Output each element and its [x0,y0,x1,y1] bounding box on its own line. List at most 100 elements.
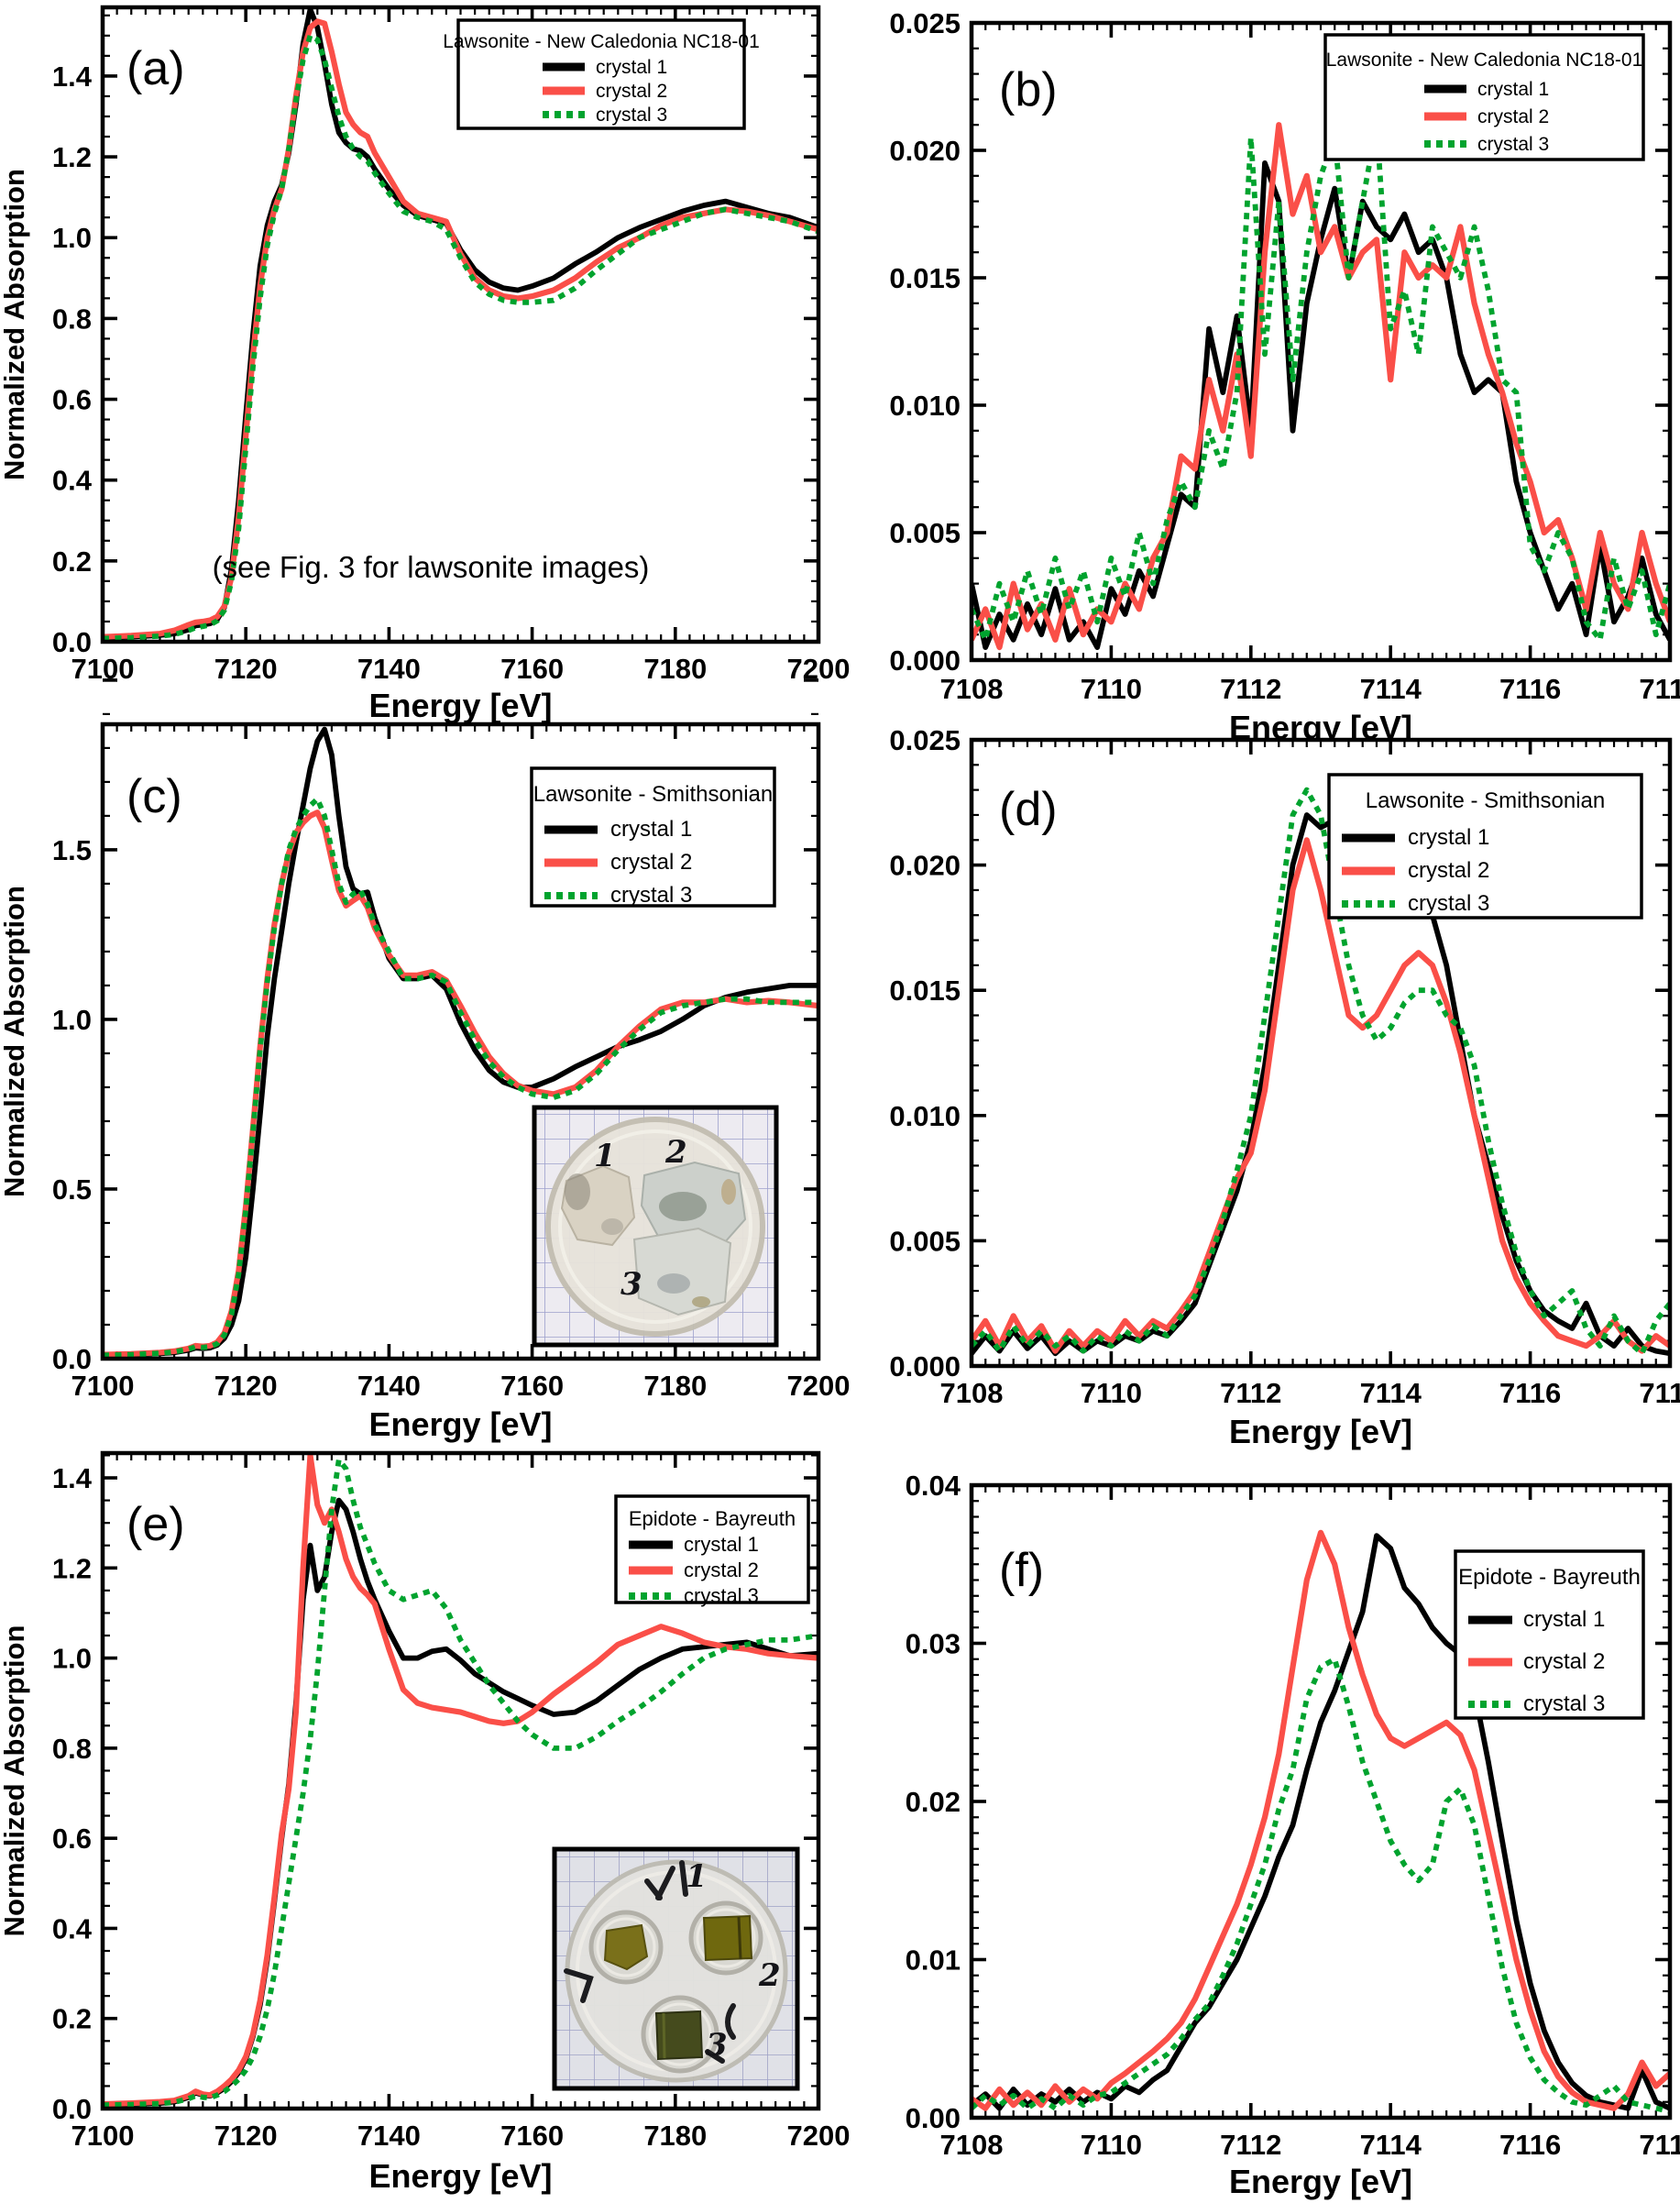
legend-label-crystal-2: crystal 2 [1477,106,1549,127]
svg-text:0.8: 0.8 [52,1733,92,1765]
svg-text:7180: 7180 [643,1370,707,1402]
y-tick-labels-b: 0.000 0.005 0.010 0.015 0.020 0.025 [889,7,961,677]
svg-text:1.4: 1.4 [52,61,93,93]
svg-text:0.020: 0.020 [889,135,961,167]
inset-crystal-label: 1 [686,1858,708,1895]
svg-text:7110: 7110 [1081,2129,1142,2161]
x-axis-title-f: Energy [eV] [1229,2163,1412,2200]
series-b-crystal-3 [972,122,1670,643]
legend-b: Lawsonite - New Caledonia NC18-01 crystal… [1323,33,1645,161]
panel-e: 7100 7120 7140 7160 7180 7200 0.0 0.2 0.4 0.6 0.8 1… [0,1450,851,2195]
panel-letter-f: (f) [999,1544,1044,1597]
legend-f: Epidote - Bayreuth crystal 1 crystal 2 crys… [1454,1549,1645,1720]
svg-text:0.6: 0.6 [52,384,92,416]
legend-label-crystal-3: crystal 3 [596,105,667,126]
svg-text:7116: 7116 [1499,673,1561,705]
x-tick-labels-b: 7108 7110 7112 7114 7116 7118 [940,673,1680,705]
svg-text:0.02: 0.02 [906,1786,961,1818]
inset-photo-e: 1 23 [552,1846,800,2091]
svg-text:0.000: 0.000 [889,644,961,677]
svg-text:7108: 7108 [940,2129,1004,2161]
legend-label-crystal-1: crystal 1 [1477,79,1549,100]
inset-photo-c: 1 2 3 [532,1105,779,1348]
svg-text:0.03: 0.03 [906,1628,961,1660]
x-tick-labels-c: 7100 7120 7140 7160 7180 7200 [71,1370,851,1402]
svg-text:7180: 7180 [643,2120,707,2152]
x-axis-title-a: Energy [eV] [368,687,552,724]
inset-crystal-label: 2 [758,1957,781,1994]
legend-label-crystal-3: crystal 3 [1477,134,1549,155]
legend-title-a: Lawsonite - New Caledonia NC18-01 [443,31,760,52]
svg-text:7160: 7160 [500,2120,564,2152]
svg-text:0.000: 0.000 [889,1350,961,1382]
plot-frame-d [969,737,1673,1369]
svg-text:7118: 7118 [1639,2129,1680,2161]
svg-text:7180: 7180 [643,653,707,685]
legend-label-crystal-1: crystal 1 [610,817,692,842]
svg-text:0.025: 0.025 [889,724,961,756]
svg-text:7200: 7200 [787,1370,851,1402]
y-tick-labels-d: 0.000 0.005 0.010 0.015 0.020 0.025 [889,724,961,1382]
svg-text:7160: 7160 [500,653,564,685]
panel-f: 7108 7110 7112 7114 7116 7118 0.00 0.01 0.02 0.03… [906,1470,1680,2200]
svg-text:7114: 7114 [1360,1377,1422,1409]
legend-e: Epidote - Bayreuth crystal 1 crystal 2 crys… [614,1494,810,1607]
legend-title-c: Lawsonite - Smithsonian [533,782,773,807]
legend-label-crystal-2: crystal 2 [596,81,667,102]
series-group-d [972,787,1670,1357]
x-axis-title-d: Energy [eV] [1229,1413,1412,1450]
legend-label-crystal-3: crystal 3 [1408,891,1489,916]
legend-title-f: Epidote - Bayreuth [1458,1565,1641,1590]
svg-text:7118: 7118 [1639,1377,1680,1409]
x-tick-labels-f: 7108 7110 7112 7114 7116 7118 [940,2129,1680,2161]
panel-a: 7100 7120 7140 7160 7180 72000.00.20.40.60.81… [0,5,851,724]
svg-text:7120: 7120 [214,653,278,685]
svg-text:7114: 7114 [1360,2129,1422,2161]
svg-text:0.025: 0.025 [889,7,961,39]
series-group-c [103,726,818,1359]
svg-text:0.8: 0.8 [52,303,92,335]
panel-b: 7108711071127114711671180.0000.0050.0100… [889,7,1680,746]
x-axis-title-e: Energy [eV] [368,2157,552,2195]
svg-text:1.5: 1.5 [52,834,92,866]
y-tick-labels-f: 0.00 0.01 0.02 0.03 0.04 [906,1470,961,2134]
inset-crystal-label: 3 [620,1266,642,1303]
panel-letter-c: (c) [126,770,182,823]
svg-text:0.00: 0.00 [906,2102,961,2134]
x-tick-labels-e: 7100 7120 7140 7160 7180 7200 [71,2120,851,2152]
legend-label-crystal-3: crystal 3 [610,883,692,908]
svg-text:0.015: 0.015 [889,975,961,1007]
x-tick-labels-a: 7100 7120 7140 7160 7180 7200 [71,653,851,685]
series-group-a [103,7,818,642]
legend-label-crystal-2: crystal 2 [610,850,692,875]
series-b-crystal-2 [972,122,1670,651]
plot-frame-b [969,20,1673,663]
svg-text:7140: 7140 [357,2120,421,2152]
svg-text:0.005: 0.005 [889,517,961,549]
svg-text:1.2: 1.2 [52,1552,92,1584]
svg-text:0.020: 0.020 [889,850,961,882]
y-tick-labels-e: 0.0 0.2 0.4 0.6 0.8 1.0 1.2 1.4 [52,1462,93,2125]
series-e-crystal-3 [103,1457,818,2108]
svg-text:0.015: 0.015 [889,262,961,294]
series-group-f [972,1529,1670,2114]
svg-text:7116: 7116 [1499,2129,1561,2161]
svg-text:0.04: 0.04 [906,1470,961,1502]
series-e-crystal-2 [103,1453,818,2108]
plot-frame-a [100,5,821,644]
legend-label-crystal-3: crystal 3 [684,1584,759,1607]
y-axis-title-a: Normalized Absorption [0,169,30,480]
svg-text:7108: 7108 [940,673,1004,705]
series-a-crystal-3 [103,33,818,642]
legend-label-crystal-3: crystal 3 [1523,1691,1605,1716]
legend-label-crystal-2: crystal 2 [684,1559,759,1581]
svg-text:1.0: 1.0 [52,1643,92,1675]
svg-text:0.010: 0.010 [889,1100,961,1132]
legend-title-e: Epidote - Bayreuth [629,1507,796,1530]
series-group-e [103,1453,818,2108]
panel-c: 7100 7120 7140 7160 7180 7200 0.0 0.5 1.0 1.5 Ener… [0,678,851,1443]
svg-text:0.0: 0.0 [52,2093,92,2125]
panel-letter-b: (b) [999,63,1058,116]
